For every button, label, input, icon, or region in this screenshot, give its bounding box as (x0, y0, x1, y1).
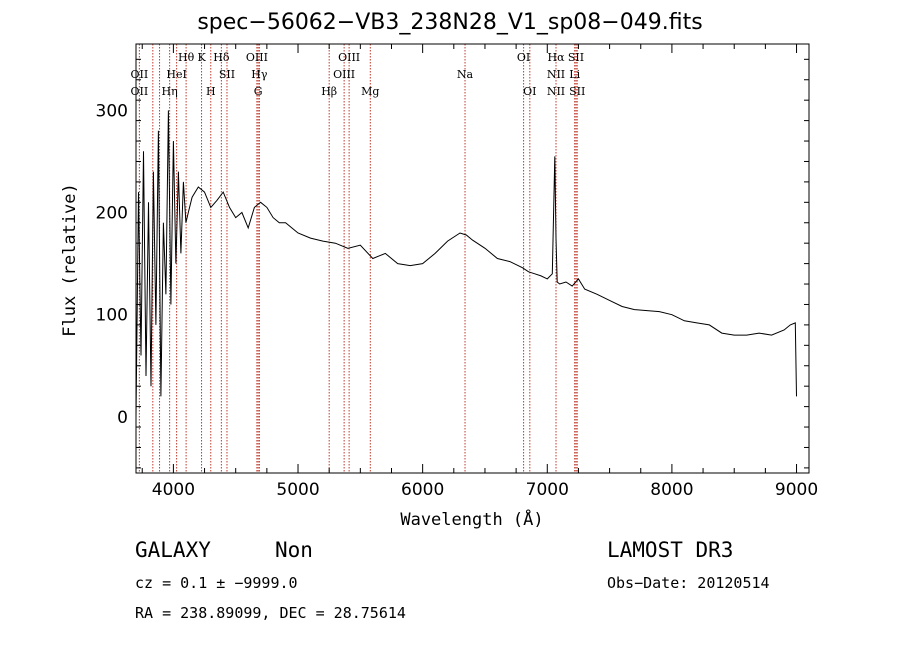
spectral-line-label: OIII (246, 51, 268, 64)
spectral-line-label: NII (547, 85, 565, 98)
x-tick-label: 6000 (401, 480, 444, 500)
spectral-line-label: OI (523, 85, 536, 98)
spectral-line-label: HeI (166, 68, 186, 81)
spectral-line-label: Hγ (251, 68, 268, 81)
spectral-line-label: Li (569, 68, 580, 81)
spectrum-line (135, 110, 797, 417)
observation-date: Obs−Date: 20120514 (607, 574, 770, 592)
redshift-cz: cz = 0.1 ± −9999.0 (135, 574, 298, 592)
y-axis-label: Flux (relative) (60, 183, 80, 337)
object-subclass: Non (275, 538, 313, 562)
chart-title: spec−56062−VB3_238N28_V1_sp08−049.fits (197, 10, 703, 35)
spectral-line-label: Hη (162, 85, 178, 98)
spectral-line-label: SII (568, 51, 584, 64)
spectral-line-label: Hα (547, 51, 565, 64)
plot-frame (135, 43, 810, 474)
spectral-line-label: OIII (333, 68, 355, 81)
spectral-line-label: NII (547, 68, 565, 81)
y-tick-label: 0 (117, 408, 128, 428)
y-tick-label: 300 (96, 101, 128, 121)
spectral-line-label: OII (131, 85, 149, 98)
sky-coordinates: RA = 238.89099, DEC = 28.75614 (135, 604, 406, 622)
spectral-line-label: K (197, 51, 206, 64)
x-tick-label: 9000 (775, 480, 818, 500)
spectral-line-labels: OII OII HeI Hη Hθ K H Hδ SII OIII Hγ G Hβ OIII OIII Mg N… (131, 51, 586, 98)
survey-name: LAMOST DR3 (607, 538, 734, 562)
x-tick-label: 8000 (650, 480, 693, 500)
y-tick-label: 200 (96, 204, 128, 224)
x-tick-label: 5000 (276, 480, 319, 500)
spectral-line-label: OII (131, 68, 149, 81)
spectral-line-label: Hδ (213, 51, 230, 64)
spectral-line-label: SII (219, 68, 235, 81)
spectral-line-label: Mg (361, 85, 379, 98)
y-tick-label: 100 (96, 306, 128, 326)
spectral-line-label: Hβ (321, 85, 337, 98)
spectral-line-label: Na (457, 68, 474, 81)
spectral-line-label: Hθ (178, 51, 195, 64)
spectral-line-markers (138, 44, 578, 473)
spectral-line-label: G (254, 85, 263, 98)
x-tick-label: 7000 (526, 480, 569, 500)
axis-ticks: 4000 5000 6000 7000 8000 9000 0 100 200 300 (96, 44, 818, 500)
x-axis-label: Wavelength (Å) (400, 510, 544, 530)
spectral-line-label: SII (569, 85, 585, 98)
x-tick-label: 4000 (152, 480, 195, 500)
object-class: GALAXY (135, 538, 211, 562)
spectral-line-label: OI (517, 51, 530, 64)
spectral-line-label: H (206, 85, 216, 98)
spectral-line-label: OIII (338, 51, 360, 64)
